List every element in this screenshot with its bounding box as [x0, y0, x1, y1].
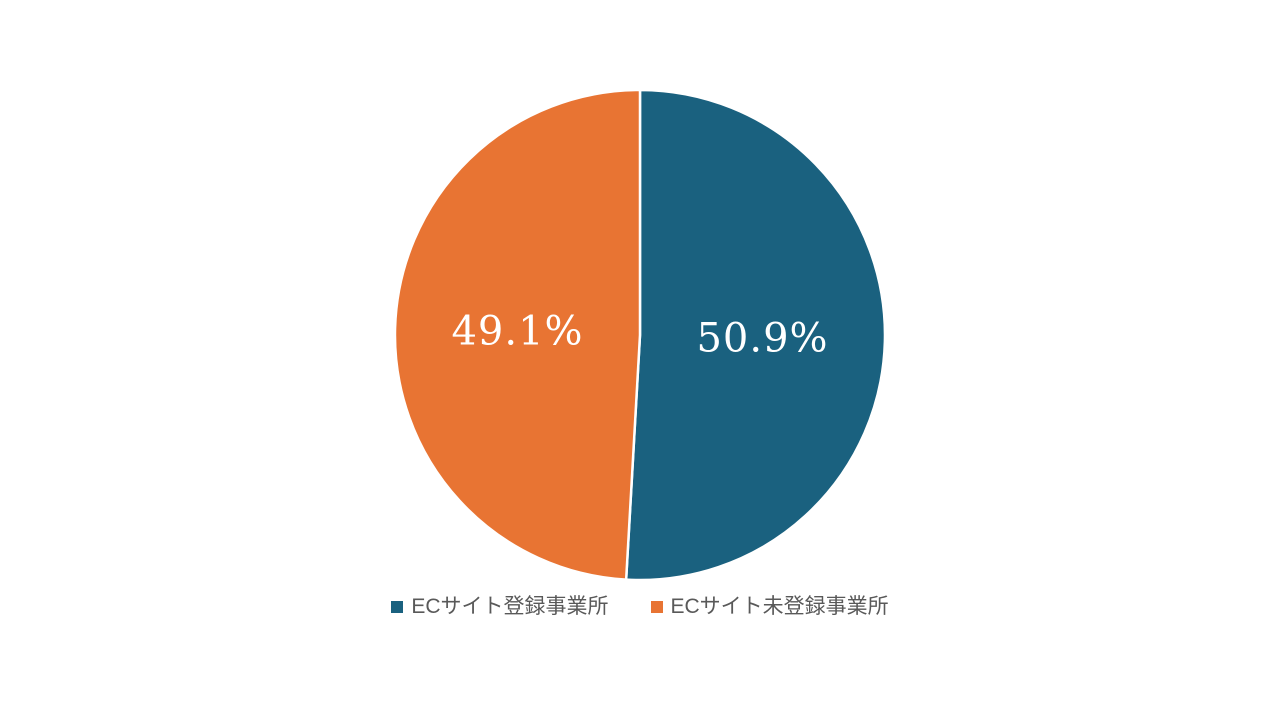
legend-swatch-registered-icon	[391, 600, 404, 613]
data-label-2: 49.1%	[451, 309, 583, 355]
legend-swatch-unregistered-icon	[650, 600, 663, 613]
legend-label-registered: ECサイト登録事業所	[411, 595, 609, 618]
pie-slice-1[interactable]	[624, 88, 887, 582]
pie-slice-2[interactable]	[393, 88, 642, 581]
legend: ECサイト登録事業所 ECサイト未登録事業所	[0, 594, 1280, 619]
legend-label-unregistered: ECサイト未登録事業所	[670, 595, 889, 618]
data-label-1: 50.9%	[696, 316, 828, 362]
legend-item-registered[interactable]: ECサイト登録事業所	[391, 594, 609, 619]
legend-item-unregistered[interactable]: ECサイト未登録事業所	[650, 594, 889, 619]
